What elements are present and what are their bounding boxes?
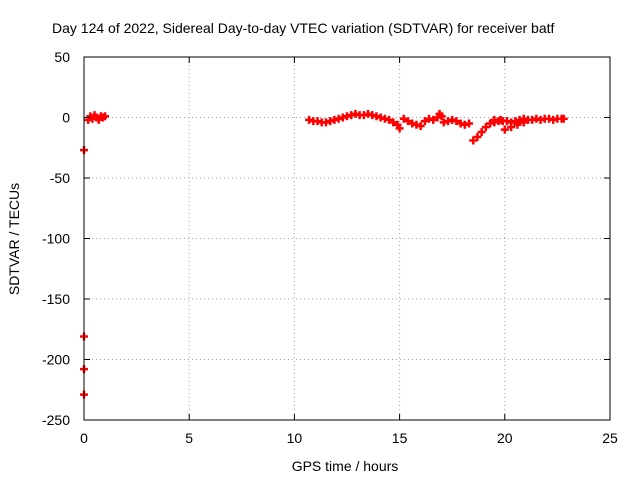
- data-point: [395, 124, 404, 133]
- y-tick-label: 50: [54, 49, 70, 65]
- y-tick-label: -100: [42, 231, 70, 247]
- y-axis-label: SDTVAR / TECUs: [6, 183, 22, 295]
- y-tick-label: -50: [50, 170, 70, 186]
- data-point: [420, 117, 429, 126]
- data-point: [404, 117, 413, 126]
- data-point: [473, 132, 482, 141]
- chart-title: Day 124 of 2022, Sidereal Day-to-day VTE…: [52, 20, 555, 36]
- data-point: [399, 114, 408, 123]
- data-point: [389, 118, 398, 127]
- data-point: [416, 121, 425, 130]
- x-tick-label: 0: [80, 430, 88, 446]
- data-point: [507, 123, 516, 132]
- data-point: [519, 118, 528, 127]
- data-point: [477, 128, 486, 137]
- x-tick-label: 10: [287, 430, 303, 446]
- x-tick-label: 15: [392, 430, 408, 446]
- y-tick-label: -150: [42, 291, 70, 307]
- x-tick-label: 25: [602, 430, 618, 446]
- data-point: [500, 125, 509, 134]
- data-point: [429, 115, 438, 124]
- data-point: [452, 117, 461, 126]
- plot-frame: [83, 56, 611, 421]
- data-point: [481, 123, 490, 132]
- data-point: [101, 112, 110, 121]
- data-point: [469, 136, 478, 145]
- y-tick-label: -250: [42, 412, 70, 428]
- x-tick-label: 5: [185, 430, 193, 446]
- axis-ticks: 0 5 10 15 20 25 50 0 -50 -100 -150 -200 -250: [42, 49, 618, 446]
- data-point: [385, 115, 394, 124]
- data-point: [559, 114, 568, 123]
- y-tick-label: 0: [62, 110, 70, 126]
- y-tick-label: -200: [42, 352, 70, 368]
- data-point: [513, 120, 522, 129]
- x-axis-label: GPS time / hours: [292, 458, 399, 474]
- grid: [84, 57, 610, 420]
- x-tick-label: 20: [497, 430, 513, 446]
- data-point: [465, 119, 474, 128]
- data-points: [80, 109, 568, 399]
- data-point: [437, 112, 446, 121]
